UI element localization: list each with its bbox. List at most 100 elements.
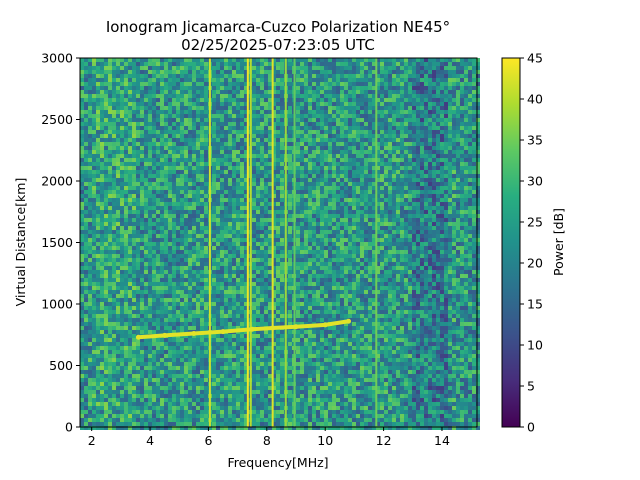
heatmap-cell [160,206,164,210]
heatmap-cell [340,234,344,238]
heatmap-cell [364,82,368,86]
heatmap-cell [280,214,284,218]
heatmap-cell [244,122,248,126]
heatmap-cell [288,210,292,214]
heatmap-cell [276,162,280,166]
heatmap-cell [452,222,456,226]
heatmap-cell [188,210,192,214]
heatmap-cell [268,210,272,214]
heatmap-cell [152,106,156,110]
heatmap-cell [468,142,472,146]
heatmap-cell [276,58,280,62]
heatmap-cell [152,118,156,122]
heatmap-cell [260,62,264,66]
heatmap-cell [172,154,176,158]
heatmap-cell [100,210,104,214]
heatmap-cell [132,182,136,186]
heatmap-cell [276,210,280,214]
heatmap-cell [364,130,368,134]
heatmap-cell [436,202,440,206]
heatmap-cell [448,222,452,226]
heatmap-cell [172,254,176,258]
heatmap-cell [232,142,236,146]
heatmap-cell [180,210,184,214]
heatmap-cell [128,74,132,78]
heatmap-cell [384,134,388,138]
heatmap-cell [204,122,208,126]
heatmap-cell [176,98,180,102]
heatmap-cell [392,154,396,158]
heatmap-cell [448,210,452,214]
heatmap-cell [92,242,96,246]
heatmap-cell [356,142,360,146]
heatmap-cell [80,130,84,134]
heatmap-cell [404,242,408,246]
heatmap-cell [432,194,436,198]
heatmap-cell [460,86,464,90]
heatmap-cell [348,186,352,190]
heatmap-cell [428,142,432,146]
heatmap-cell [324,66,328,70]
heatmap-cell [380,134,384,138]
heatmap-cell [420,150,424,154]
heatmap-cell [400,86,404,90]
heatmap-cell [108,126,112,130]
heatmap-cell [252,246,256,250]
heatmap-cell [464,214,468,218]
heatmap-cell [420,98,424,102]
heatmap-cell [356,130,360,134]
heatmap-cell [124,150,128,154]
heatmap-cell [336,130,340,134]
heatmap-cell [448,154,452,158]
heatmap-cell [408,234,412,238]
heatmap-cell [144,114,148,118]
heatmap-cell [336,74,340,78]
heatmap-cell [368,154,372,158]
heatmap-cell [464,178,468,182]
heatmap-cell [304,202,308,206]
heatmap-cell [116,162,120,166]
heatmap-cell [312,126,316,130]
heatmap-cell [168,94,172,98]
heatmap-cell [388,246,392,250]
heatmap-cell [424,134,428,138]
heatmap-cell [460,146,464,150]
heatmap-cell [356,250,360,254]
heatmap-cell [424,82,428,86]
heatmap-cell [400,226,404,230]
heatmap-cell [380,250,384,254]
heatmap-cell [228,70,232,74]
heatmap-cell [432,98,436,102]
heatmap-cell [196,178,200,182]
heatmap-cell [324,106,328,110]
heatmap-cell [348,142,352,146]
heatmap-cell [132,250,136,254]
heatmap-cell [196,142,200,146]
heatmap-cell [124,250,128,254]
heatmap-cell [444,246,448,250]
heatmap-cell [140,98,144,102]
heatmap-cell [472,170,476,174]
heatmap-cell [476,94,480,98]
heatmap-cell [204,206,208,210]
heatmap-cell [256,182,260,186]
heatmap-cell [204,230,208,234]
heatmap-cell [332,182,336,186]
heatmap-cell [368,214,372,218]
heatmap-cell [356,82,360,86]
heatmap-cell [100,254,104,258]
heatmap-cell [132,230,136,234]
heatmap-cell [212,98,216,102]
heatmap-cell [172,138,176,142]
heatmap-cell [200,246,204,250]
heatmap-cell [428,234,432,238]
heatmap-cell [456,150,460,154]
heatmap-cell [472,58,476,62]
heatmap-cell [452,154,456,158]
heatmap-cell [80,94,84,98]
heatmap-cell [444,70,448,74]
heatmap-cell [328,190,332,194]
heatmap-cell [152,246,156,250]
heatmap-cell [392,158,396,162]
